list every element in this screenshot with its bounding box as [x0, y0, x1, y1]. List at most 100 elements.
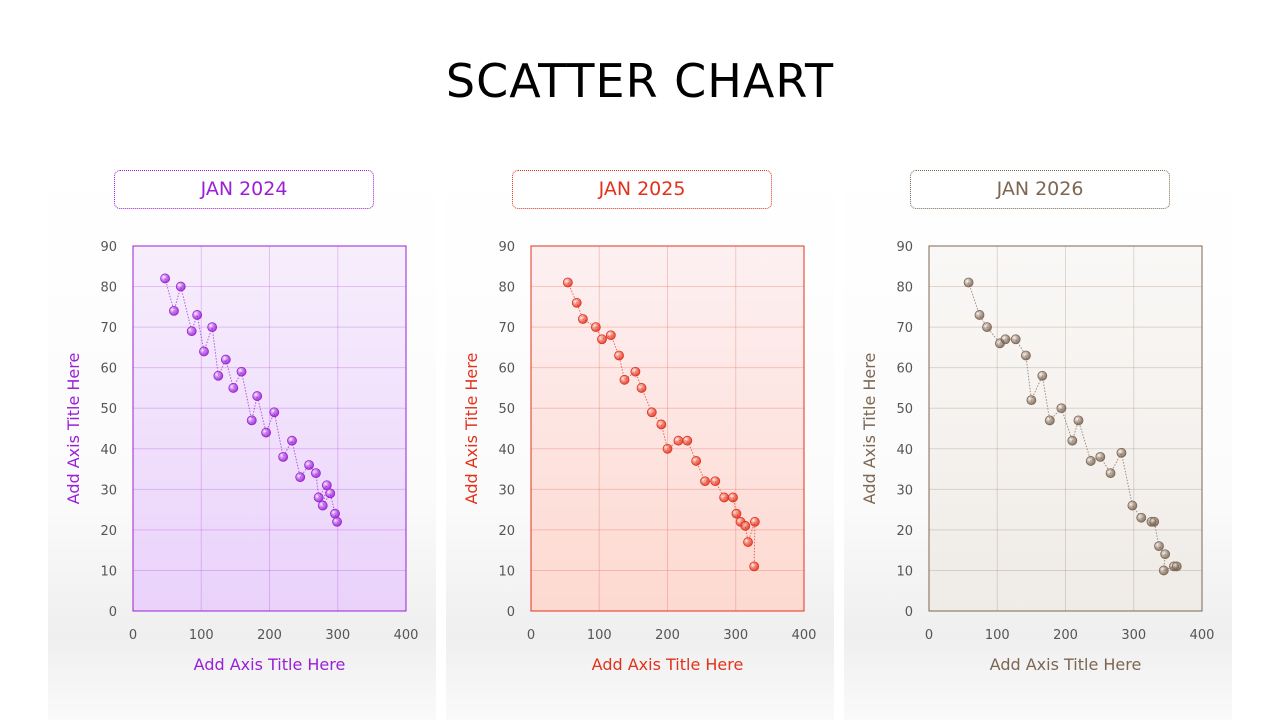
- data-point: [313, 492, 324, 503]
- y-axis-title: Add Axis Title Here: [64, 353, 83, 505]
- data-point: [749, 516, 760, 527]
- data-point: [682, 435, 693, 446]
- data-point: [246, 415, 257, 426]
- data-point: [646, 407, 657, 418]
- y-tick-label: 50: [896, 402, 913, 417]
- y-axis-title: Add Axis Title Here: [860, 353, 879, 505]
- data-point: [731, 508, 742, 519]
- data-point: [719, 492, 730, 503]
- data-point: [311, 468, 321, 479]
- y-tick-label: 20: [896, 524, 913, 539]
- data-point: [330, 508, 340, 519]
- y-tick-label: 80: [100, 281, 117, 296]
- data-point: [619, 374, 630, 385]
- data-point: [1154, 541, 1164, 552]
- y-tick-label: 90: [498, 240, 515, 255]
- data-point: [332, 516, 342, 527]
- data-point: [169, 305, 179, 316]
- data-point: [1116, 447, 1127, 458]
- y-tick-label: 0: [109, 605, 117, 620]
- x-tick-label: 300: [325, 628, 350, 643]
- y-tick-label: 10: [100, 564, 117, 579]
- data-point: [317, 500, 328, 511]
- data-point: [673, 435, 684, 446]
- data-point: [1127, 500, 1138, 511]
- data-point: [287, 435, 297, 446]
- data-point: [1000, 334, 1011, 345]
- data-point: [1085, 456, 1096, 466]
- y-tick-label: 30: [100, 483, 117, 498]
- y-tick-label: 70: [498, 321, 515, 336]
- y-tick-label: 10: [498, 564, 515, 579]
- y-tick-label: 70: [100, 321, 117, 336]
- data-point: [1136, 512, 1147, 523]
- page-title: SCATTER CHART: [445, 54, 835, 108]
- y-tick-label: 80: [896, 281, 913, 296]
- y-tick-label: 10: [896, 564, 913, 579]
- data-point: [1073, 415, 1084, 426]
- data-point: [1037, 370, 1048, 381]
- x-axis-title: Add Axis Title Here: [990, 655, 1142, 674]
- y-tick-label: 40: [498, 443, 515, 458]
- data-point: [700, 476, 710, 487]
- data-point: [1105, 468, 1116, 479]
- x-tick-label: 200: [1053, 628, 1078, 643]
- data-point: [1021, 350, 1031, 361]
- data-point: [630, 366, 641, 377]
- chart-panel-3: JAN 2026 0 10 20 30 40 50 60 70 80 90 0 100 200 300 40…: [844, 160, 1232, 720]
- data-point: [974, 310, 985, 320]
- data-point: [728, 492, 738, 503]
- y-tick-label: 60: [498, 362, 515, 377]
- data-point: [743, 537, 753, 547]
- data-point: [207, 322, 218, 333]
- y-tick-label: 80: [498, 281, 515, 296]
- data-point: [252, 391, 263, 401]
- data-point: [192, 310, 203, 320]
- data-point: [1044, 415, 1055, 426]
- y-tick-label: 40: [896, 443, 913, 458]
- data-point: [1095, 451, 1106, 462]
- y-tick-label: 50: [100, 402, 117, 417]
- data-point: [1067, 435, 1078, 446]
- data-point: [1171, 561, 1182, 572]
- data-point: [278, 451, 289, 462]
- data-point: [749, 561, 760, 572]
- chart-panel-1: JAN 2024 0 10 20 30 40 50 60 70 80 90 0 100 200 300 40…: [48, 160, 436, 720]
- x-tick-label: 300: [1121, 628, 1146, 643]
- y-tick-label: 20: [100, 524, 117, 539]
- x-tick-label: 300: [723, 628, 748, 643]
- data-point: [614, 350, 624, 361]
- chart-title: JAN 2024: [114, 170, 374, 209]
- data-point: [691, 456, 702, 466]
- chart-title: JAN 2025: [512, 170, 772, 209]
- x-tick-label: 0: [129, 628, 137, 643]
- y-tick-label: 0: [905, 605, 913, 620]
- data-point: [982, 322, 992, 333]
- data-point: [295, 472, 306, 483]
- x-tick-label: 400: [1190, 628, 1215, 643]
- data-point: [304, 460, 314, 470]
- x-tick-label: 200: [655, 628, 680, 643]
- y-tick-label: 20: [498, 524, 515, 539]
- y-tick-label: 40: [100, 443, 117, 458]
- plot-border: [928, 245, 1203, 612]
- data-point: [1010, 334, 1021, 345]
- x-tick-label: 100: [189, 628, 214, 643]
- data-point: [571, 297, 582, 308]
- data-point: [236, 366, 247, 377]
- data-point: [160, 273, 170, 284]
- data-point: [1026, 395, 1037, 406]
- data-point: [199, 346, 209, 357]
- data-point: [269, 407, 280, 418]
- x-tick-label: 100: [985, 628, 1010, 643]
- data-point: [963, 277, 974, 288]
- data-point: [186, 326, 197, 337]
- y-tick-label: 70: [896, 321, 913, 336]
- plot-border: [530, 245, 805, 612]
- data-point: [740, 520, 751, 531]
- data-point: [175, 281, 186, 292]
- data-point: [213, 370, 224, 381]
- x-tick-label: 0: [527, 628, 535, 643]
- data-point: [662, 443, 673, 454]
- data-point: [261, 427, 271, 438]
